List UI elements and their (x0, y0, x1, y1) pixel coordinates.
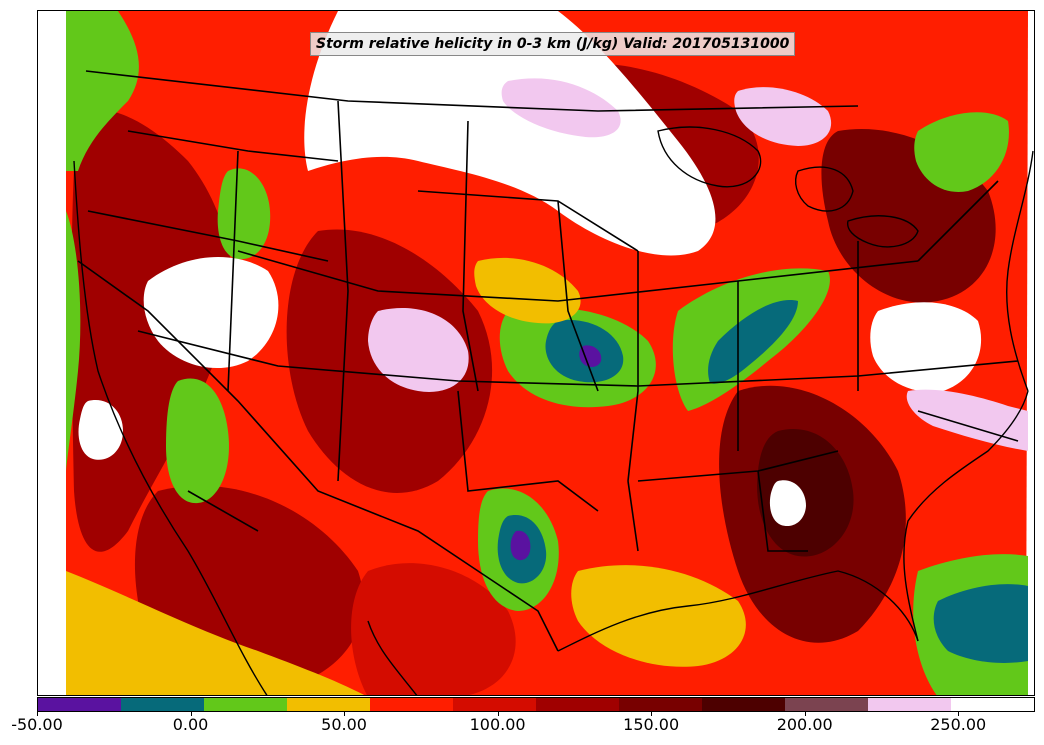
field-green-westcoast (66, 211, 81, 471)
field-green-newengland (914, 112, 1009, 192)
colorbar (37, 697, 1035, 712)
field-white-appalachia (734, 87, 832, 146)
colorbar-tick (190, 712, 192, 716)
colorbar-tick (497, 712, 499, 716)
colorbar-tick-label: -50.00 (11, 715, 63, 734)
colorbar-segment (38, 698, 121, 711)
colorbar-tick-label: 200.00 (776, 715, 833, 734)
colorbar-segment (619, 698, 702, 711)
colorbar-segment (702, 698, 785, 711)
projection-edge-left (38, 11, 66, 695)
colorbar-tick (651, 712, 653, 716)
field-green-rockies (217, 168, 271, 260)
helicity-map (38, 11, 1034, 695)
colorbar-segment (370, 698, 453, 711)
field-white-centralplains (368, 307, 469, 392)
field-purple-texas (510, 530, 531, 561)
colorbar-tick-label: 150.00 (623, 715, 680, 734)
field-white-midatlantic (870, 302, 982, 392)
colorbar-segment (785, 698, 868, 711)
colorbar-segment (951, 698, 1034, 711)
field-darkred-mexico (351, 563, 516, 695)
colorbar-segment (536, 698, 619, 711)
colorbar-tick-label: 50.00 (321, 715, 367, 734)
colorbar-tick-label: 0.00 (172, 715, 209, 734)
field-orange-plains (474, 257, 581, 324)
field-pink-north (501, 78, 621, 138)
field-green-northwest (66, 11, 139, 171)
colorbar-tick-label: 100.00 (469, 715, 526, 734)
colorbar-tick (344, 712, 346, 716)
field-white-alabama (769, 480, 806, 527)
colorbar-tick-label: 250.00 (930, 715, 987, 734)
field-teal-ohio (708, 300, 798, 384)
field-green-southwest (166, 378, 229, 504)
field-teal-atlantic (933, 584, 1028, 663)
colorbar-tick (804, 712, 806, 716)
colorbar-tick (958, 712, 960, 716)
colorbar-segment (287, 698, 370, 711)
coastlines (73, 126, 1034, 695)
colorbar-segment (204, 698, 287, 711)
colorbar-segment (868, 698, 951, 711)
field-white-california (78, 400, 123, 460)
colorbar-tick (37, 712, 38, 716)
colorbar-segment (121, 698, 204, 711)
field-orange-gulf (571, 565, 746, 667)
field-white-north (304, 11, 716, 256)
map-panel: Storm relative helicity in 0-3 km (J/kg)… (37, 10, 1035, 696)
field-orange-south (66, 571, 365, 695)
field-purple-midwest (579, 345, 602, 367)
colorbar-segment (453, 698, 536, 711)
state-borders (77, 70, 1019, 652)
map-title: Storm relative helicity in 0-3 km (J/kg)… (310, 32, 796, 56)
